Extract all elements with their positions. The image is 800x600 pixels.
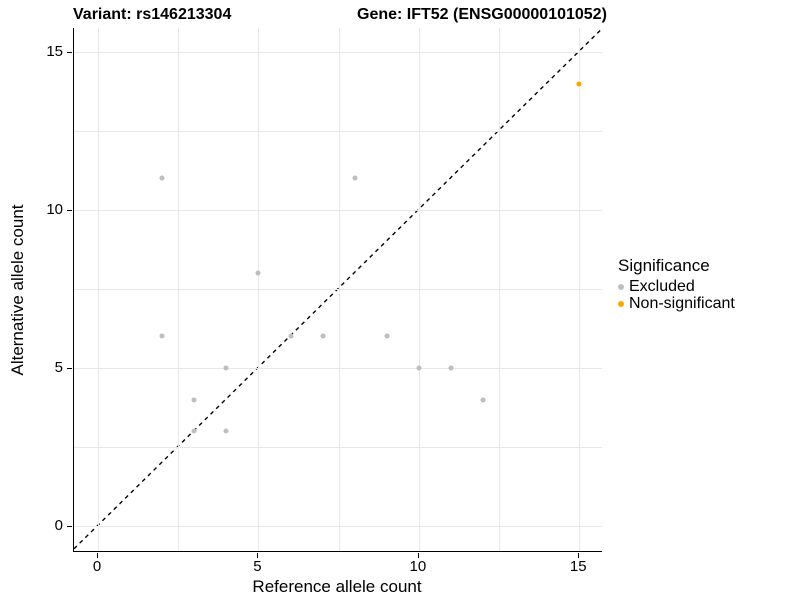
y-axis-tick: [67, 210, 72, 212]
data-point-excluded: [384, 333, 390, 339]
data-point-excluded: [416, 365, 422, 371]
y-axis-tick: [67, 368, 72, 370]
legend-item-non-significant: Non-significant: [618, 295, 735, 312]
y-tick-label: 0: [54, 517, 63, 535]
x-axis-tick: [578, 553, 580, 558]
legend-title: Significance: [618, 256, 710, 275]
legend-item-label: Excluded: [629, 277, 695, 295]
data-point-non-significant: [576, 81, 582, 87]
legend-dot-icon: [618, 300, 624, 307]
y-tick-label: 10: [46, 201, 63, 219]
y-axis-tick: [67, 52, 72, 54]
x-axis-tick: [257, 553, 259, 558]
variant-title: Variant: rs146213304: [73, 6, 232, 23]
gridline-horizontal: [74, 52, 602, 54]
data-point-excluded: [352, 175, 358, 181]
gridline-horizontal: [74, 368, 602, 370]
gridline-horizontal: [74, 210, 602, 212]
y-axis-title: Alternative allele count: [8, 204, 27, 376]
x-tick-label: 10: [409, 558, 427, 575]
plot-panel: [73, 28, 602, 552]
data-point-excluded: [255, 270, 261, 276]
legend-items: Excluded Non-significant: [618, 278, 735, 312]
identity-dashed-line: [74, 28, 602, 550]
data-point-excluded: [223, 365, 229, 371]
x-tick-label: 0: [92, 558, 102, 575]
data-point-excluded: [288, 333, 294, 339]
gene-title: Gene: IFT52 (ENSG00000101052): [357, 6, 607, 23]
y-tick-label: 15: [46, 43, 63, 61]
y-axis-tick: [67, 526, 72, 528]
gridline-horizontal: [74, 131, 602, 133]
data-point-excluded: [223, 428, 229, 434]
data-point-excluded: [191, 428, 197, 434]
data-point-excluded: [159, 175, 165, 181]
gridline-horizontal: [74, 289, 602, 291]
gridline-horizontal: [74, 526, 602, 528]
data-point-excluded: [159, 333, 165, 339]
legend-item-excluded: Excluded: [618, 278, 735, 295]
x-tick-label: 5: [253, 558, 262, 575]
data-point-excluded: [320, 333, 326, 339]
gridline-horizontal: [74, 447, 602, 449]
data-point-excluded: [448, 365, 454, 371]
x-axis-title: Reference allele count: [252, 577, 422, 596]
legend-item-label: Non-significant: [629, 294, 735, 312]
x-axis-tick: [417, 553, 419, 558]
y-tick-label: 5: [54, 359, 63, 377]
legend-dot-icon: [618, 283, 624, 290]
data-point-excluded: [191, 397, 197, 403]
x-tick-label: 15: [569, 558, 587, 575]
data-point-excluded: [480, 397, 486, 403]
x-axis-tick: [97, 553, 99, 558]
legend: Significance Excluded Non-significant: [618, 256, 735, 312]
